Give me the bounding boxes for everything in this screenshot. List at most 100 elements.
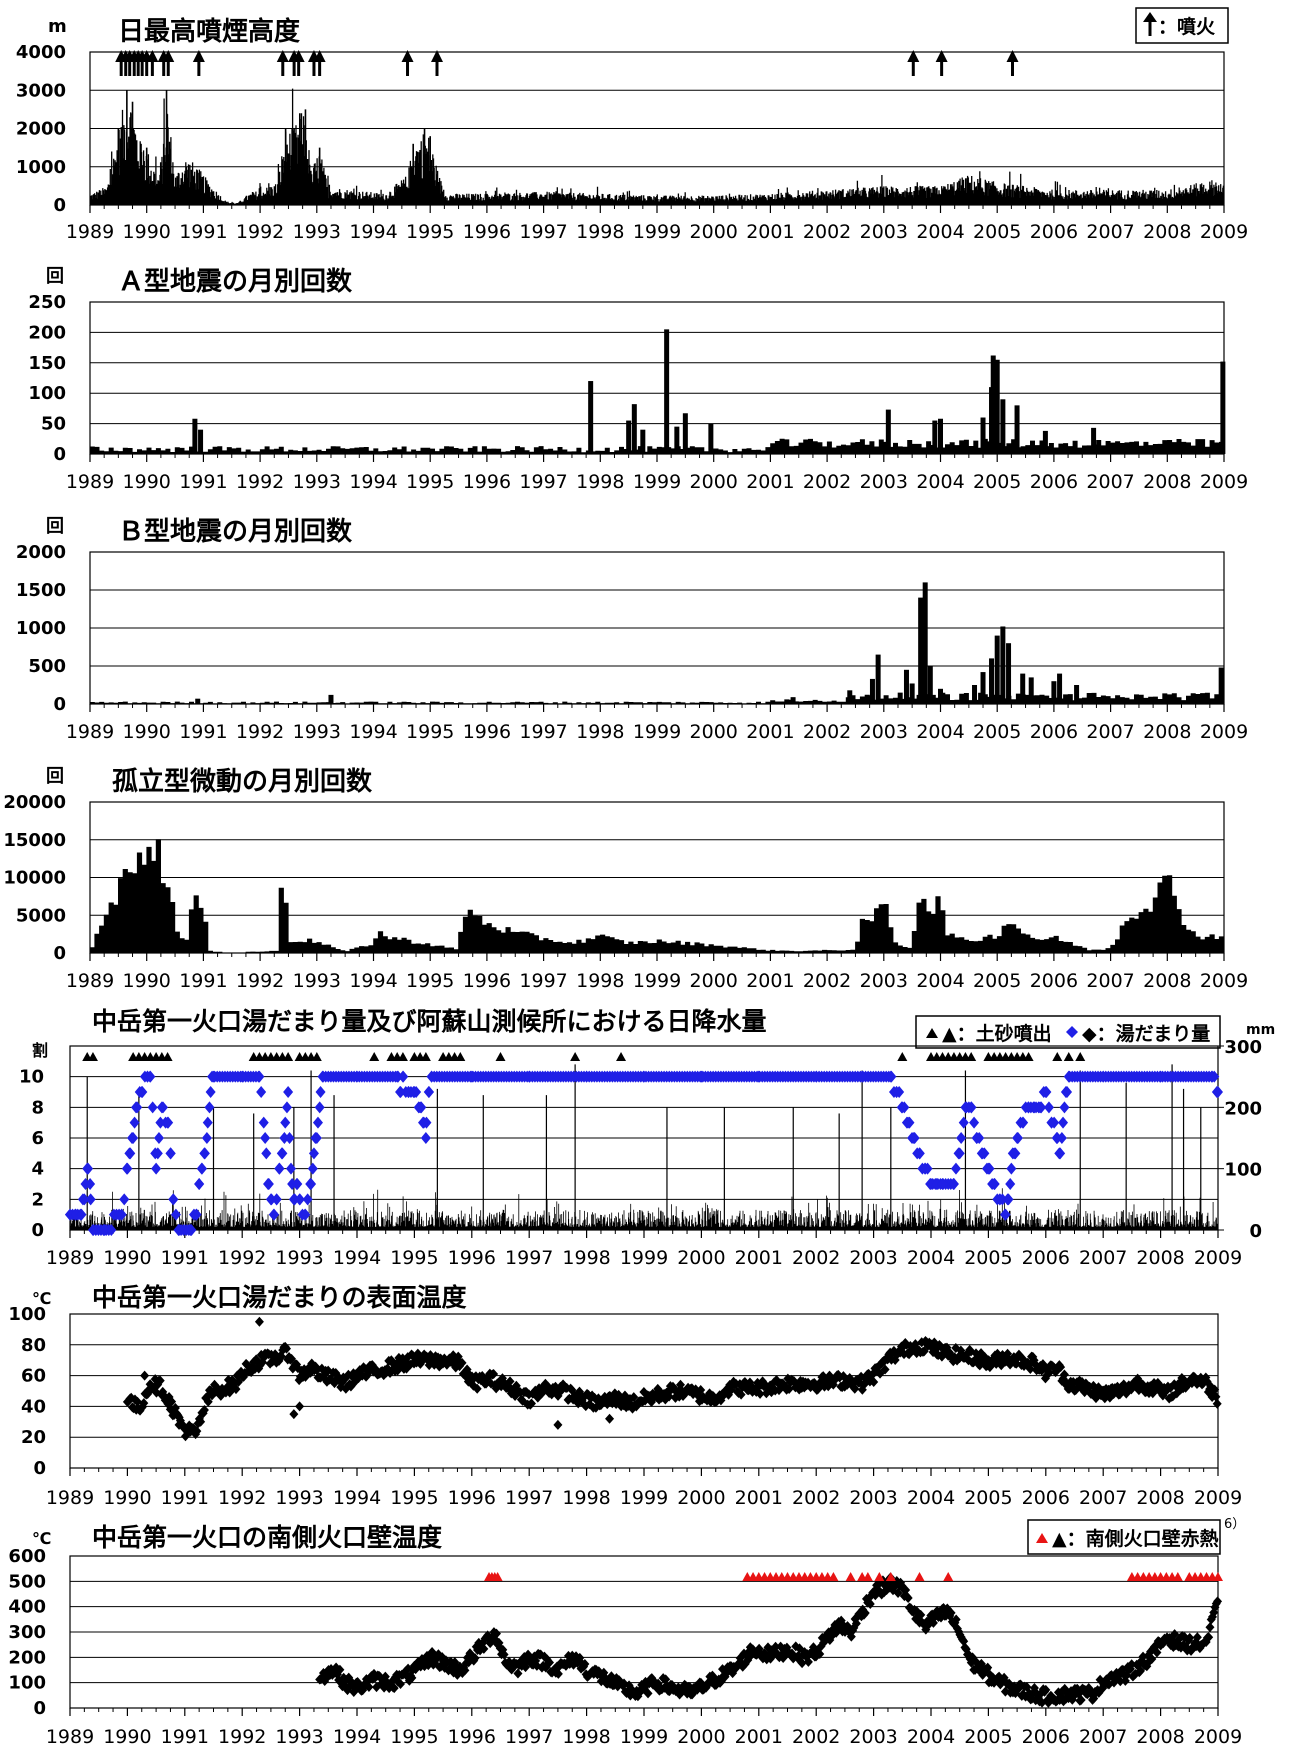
monthly-count-bar bbox=[192, 418, 198, 454]
monthly-count-bar bbox=[1198, 694, 1204, 704]
y-tick-label: 20 bbox=[21, 1427, 46, 1448]
y-tick-label: 4000 bbox=[16, 42, 66, 63]
x-tick-label: 2000 bbox=[690, 721, 738, 743]
y-tick-label: 300 bbox=[8, 1622, 46, 1643]
wall-temp-point bbox=[803, 1656, 813, 1667]
y-tick-label: 2000 bbox=[16, 119, 66, 140]
water-level-point bbox=[897, 1101, 908, 1114]
wall-temp-point bbox=[1185, 1632, 1195, 1643]
x-tick-label: 2005 bbox=[973, 221, 1021, 243]
y-tick-label: 150 bbox=[28, 353, 66, 374]
water-level-point bbox=[202, 1116, 213, 1129]
water-level-point bbox=[418, 1116, 429, 1129]
lake-temp-point bbox=[605, 1413, 615, 1424]
lake-temp-point bbox=[289, 1409, 299, 1420]
x-tick-label: 1993 bbox=[293, 221, 341, 243]
x-tick-label: 1994 bbox=[349, 471, 397, 493]
x-tick-label: 2009 bbox=[1194, 1726, 1242, 1748]
wall-temp-point bbox=[545, 1657, 555, 1668]
x-tick-label: 2005 bbox=[973, 471, 1021, 493]
x-tick-label: 1992 bbox=[218, 1247, 266, 1269]
monthly-count-bar bbox=[1057, 673, 1063, 704]
water-level-point bbox=[268, 1208, 279, 1221]
water-level-point bbox=[271, 1193, 282, 1206]
x-tick-label: 1992 bbox=[218, 1726, 266, 1748]
x-tick-label: 2000 bbox=[677, 1487, 725, 1509]
water-level-point bbox=[174, 1224, 185, 1236]
x-tick-label: 2004 bbox=[907, 1487, 955, 1509]
y-tick-label: 50 bbox=[41, 414, 66, 435]
sediment-legend-label: ▲：土砂噴出 bbox=[942, 1022, 1052, 1045]
x-tick-label: 2008 bbox=[1143, 970, 1191, 992]
water-level-point bbox=[260, 1132, 271, 1144]
water-level-point bbox=[1055, 1147, 1066, 1160]
right-tick-label: 200 bbox=[1224, 1098, 1262, 1119]
x-tick-label: 2009 bbox=[1200, 970, 1248, 992]
red-heat-marker bbox=[845, 1572, 856, 1581]
eruption-marker-head bbox=[146, 50, 159, 62]
water-level-point bbox=[79, 1193, 90, 1206]
x-tick-label: 1995 bbox=[406, 721, 454, 743]
x-tick-label: 1994 bbox=[333, 1726, 381, 1748]
x-tick-label: 1997 bbox=[505, 1247, 553, 1269]
x-tick-label: 2008 bbox=[1136, 1726, 1184, 1748]
x-tick-label: 2006 bbox=[1030, 970, 1078, 992]
wall-temp-point bbox=[815, 1649, 825, 1660]
wall-temp-point bbox=[643, 1688, 653, 1699]
x-tick-label: 1999 bbox=[633, 221, 681, 243]
water-level-point bbox=[1207, 1070, 1218, 1083]
lake-temp-point bbox=[133, 1396, 143, 1407]
red-heat-marker bbox=[1213, 1572, 1223, 1581]
lake-temp-point bbox=[880, 1364, 890, 1375]
wall-temp-point bbox=[983, 1662, 993, 1673]
water-level-point bbox=[466, 1070, 477, 1083]
panel-isolated-tremor: 孤立型微動の月別回数 回 bbox=[46, 766, 373, 797]
x-tick-label: 1998 bbox=[576, 970, 624, 992]
y-tick-label: 100 bbox=[28, 383, 66, 404]
water-level-point bbox=[131, 1101, 142, 1114]
y-tick-label: 200 bbox=[28, 322, 66, 343]
monthly-count-bar bbox=[1000, 626, 1006, 704]
red-heat-legend-icon bbox=[1036, 1533, 1048, 1543]
monthly-count-bar bbox=[903, 669, 909, 704]
wall-temp-point bbox=[1127, 1659, 1137, 1670]
red-heat-marker bbox=[874, 1572, 885, 1581]
x-tick-label: 1995 bbox=[406, 970, 454, 992]
water-level-point bbox=[136, 1086, 147, 1098]
monthly-count-bar bbox=[1028, 677, 1034, 704]
monthly-count-bar bbox=[869, 678, 875, 704]
x-tick-label: 2007 bbox=[1086, 221, 1134, 243]
water-level-point bbox=[920, 1162, 931, 1175]
water-level-legend-icon bbox=[1066, 1026, 1078, 1038]
lake-temp-point bbox=[880, 1355, 890, 1366]
panel-a-type-quakes-unit: 回 bbox=[46, 266, 64, 287]
x-tick-label: 2004 bbox=[916, 970, 964, 992]
sediment-ejection-marker bbox=[1052, 1052, 1063, 1061]
x-tick-label: 2007 bbox=[1086, 970, 1134, 992]
chart-3: 0 5000 10000 15000 20000 1989 1990 1991 1992 1993… bbox=[3, 792, 1248, 992]
x-tick-label: 1994 bbox=[349, 721, 397, 743]
water-level-point bbox=[197, 1162, 208, 1175]
monthly-count-bar bbox=[682, 413, 688, 454]
x-tick-label: 2004 bbox=[916, 221, 964, 243]
water-level-point bbox=[966, 1101, 977, 1114]
eruption-marker-head bbox=[192, 50, 205, 62]
y-tick-label: 250 bbox=[28, 292, 66, 313]
panel-isolated-tremor-unit: 回 bbox=[46, 766, 64, 787]
water-level-point bbox=[204, 1101, 215, 1114]
y-tick-label: 4 bbox=[31, 1159, 44, 1180]
water-level-point bbox=[277, 1147, 288, 1160]
water-level-point bbox=[960, 1101, 971, 1114]
water-level-point bbox=[639, 1070, 649, 1083]
x-tick-label: 2002 bbox=[803, 471, 851, 493]
water-level-point bbox=[168, 1193, 179, 1206]
water-level-point bbox=[185, 1224, 196, 1236]
water-level-point bbox=[170, 1208, 181, 1221]
water-level-point bbox=[129, 1116, 140, 1129]
x-tick-label: 1993 bbox=[293, 970, 341, 992]
wall-temp-point bbox=[951, 1614, 961, 1625]
plot-frame bbox=[89, 301, 1225, 455]
lake-temp-point bbox=[155, 1375, 165, 1386]
water-level-point bbox=[191, 1208, 202, 1221]
monthly-count-bar bbox=[927, 666, 933, 704]
